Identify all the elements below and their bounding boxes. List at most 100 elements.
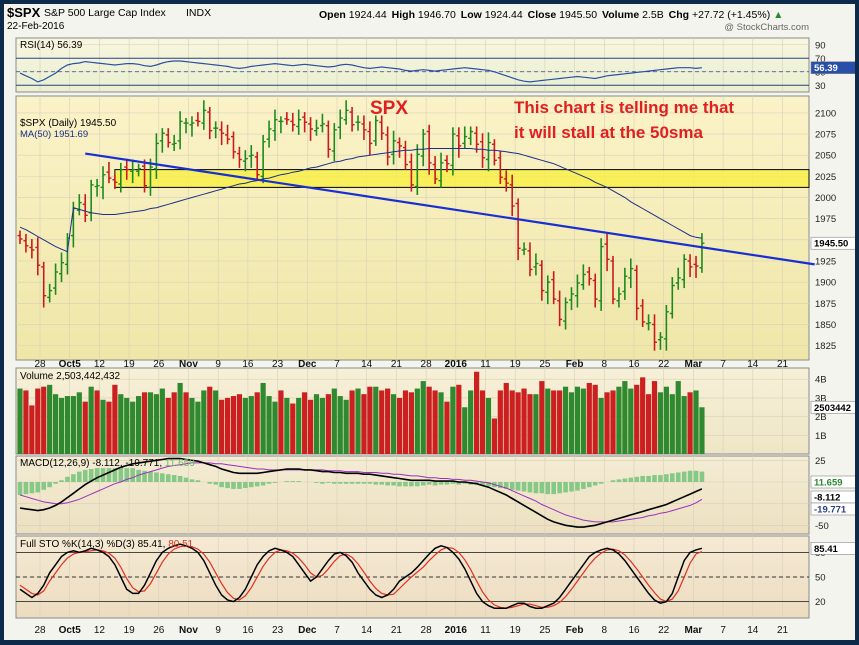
macd-histogram-bar: [545, 482, 551, 495]
ohlc-readout: Open 1924.44 High 1946.70 Low 1924.44 Cl…: [319, 9, 784, 21]
ohlc-bar: [474, 126, 480, 153]
volume-bar: [634, 384, 640, 454]
ohlc-bar: [124, 158, 130, 180]
ohlc-bar: [420, 129, 426, 167]
volume-bar: [153, 394, 159, 454]
macd-histogram-bar: [88, 469, 94, 482]
x-tick-label: 21: [391, 359, 403, 370]
x-tick-label: 28: [421, 359, 433, 370]
x-tick-label: 9: [215, 625, 221, 636]
macd-histogram-bar: [243, 482, 248, 489]
volume-bar: [52, 394, 59, 454]
macd-histogram-bar: [409, 482, 414, 487]
ohlc-bar: [551, 271, 557, 305]
ohlc-bar: [302, 112, 308, 133]
macd-histogram-bar: [640, 475, 645, 482]
ohlc-bar: [266, 120, 272, 148]
volume-legend: Volume 2,503,442,432: [20, 371, 121, 382]
macd-histogram-bar: [426, 482, 432, 485]
ohlc-bar: [29, 239, 35, 259]
volume-bar: [396, 397, 403, 454]
macd-histogram-bar: [284, 481, 290, 482]
volume-bar: [432, 390, 438, 454]
volume-bar: [402, 390, 409, 454]
macd-histogram-bar: [462, 482, 468, 484]
ohlc-bar: [284, 112, 290, 125]
macd-histogram-bar: [586, 482, 592, 488]
exchange-label: INDX: [186, 7, 211, 19]
ohlc-bar: [408, 153, 414, 192]
price-tick-label: 2050: [815, 151, 836, 162]
x-tick-label: Oct5: [59, 359, 82, 370]
volume-bar: [687, 392, 693, 454]
macd-histogram-bar: [527, 482, 533, 493]
ohlc-bar: [586, 266, 592, 286]
chart-frame: $SPX S&P 500 Large Cap Index INDX 22-Feb…: [4, 4, 858, 640]
macd-histogram-bar: [515, 482, 521, 491]
ohlc-bar: [207, 107, 213, 140]
x-tick-label: Nov: [179, 625, 198, 636]
x-tick-label: 25: [539, 625, 551, 636]
volume-bar: [136, 396, 142, 454]
volume-bar: [171, 392, 177, 454]
volume-bar: [420, 381, 426, 454]
volume-bar: [189, 397, 195, 454]
ma50-legend: MA(50) 1951.69: [20, 129, 88, 140]
ohlc-bar: [568, 287, 574, 311]
volume-bar: [124, 397, 130, 454]
volume-bar: [224, 397, 231, 454]
volume-bar: [260, 382, 266, 454]
x-tick-label: 12: [94, 359, 106, 370]
volume-bar: [17, 388, 23, 454]
volume-bar: [165, 397, 171, 454]
volume-bar: [47, 384, 53, 454]
x-tick-label: 16: [628, 359, 640, 370]
rsi-tick-label: 30: [815, 81, 826, 92]
ohlc-bar: [456, 127, 462, 158]
ohlc-bar: [47, 283, 53, 303]
macd-histogram-bar: [563, 482, 568, 493]
ohlc-bar: [628, 258, 634, 289]
ohlc-bar: [539, 260, 545, 301]
volume-bar: [533, 394, 539, 454]
volume-bar: [640, 377, 646, 454]
sto-k-line: [19, 543, 703, 609]
price-tick-label: 1925: [815, 257, 836, 268]
macd-histogram-bar: [112, 468, 118, 482]
volume-bar: [183, 392, 189, 454]
macd-histogram-bar: [148, 471, 153, 482]
volume-bar: [118, 394, 124, 454]
ohlc-bar: [468, 126, 474, 146]
x-tick-label: 28: [34, 625, 46, 636]
macd-histogram-bar: [569, 482, 574, 492]
ohlc-bar: [337, 109, 343, 140]
ohlc-bar: [331, 123, 337, 162]
volume-bar: [616, 386, 622, 454]
macd-histogram-bar: [480, 482, 485, 486]
chart-header: $SPX S&P 500 Large Cap Index INDX 22-Feb…: [7, 5, 809, 33]
x-tick-label: Feb: [566, 359, 584, 370]
x-tick-label: Nov: [179, 359, 198, 370]
volume-bar: [539, 381, 545, 454]
x-tick-label: 7: [334, 625, 340, 636]
macd-histogram-bar: [237, 482, 242, 489]
macd-histogram-bar: [403, 482, 408, 487]
volume-bar: [343, 399, 349, 454]
ohlc-bar: [278, 116, 284, 134]
volume-bar: [147, 392, 154, 454]
macd-histogram-bar: [183, 477, 189, 482]
ohlc-bar: [385, 126, 391, 166]
macd-histogram-bar: [219, 482, 224, 488]
macd-histogram-bar: [616, 479, 622, 482]
x-tick-label: 8: [602, 359, 608, 370]
volume-bar: [76, 392, 82, 454]
x-tick-label: 21: [777, 359, 789, 370]
macd-histogram-bar: [71, 474, 76, 482]
macd-histogram-bar: [610, 480, 616, 482]
support-zone: [114, 169, 810, 188]
macd-last-tag: -8.112: [814, 493, 840, 504]
ohlc-bar: [201, 100, 207, 130]
x-tick-label: 26: [153, 359, 165, 370]
macd-tick-label: 25: [815, 456, 826, 467]
